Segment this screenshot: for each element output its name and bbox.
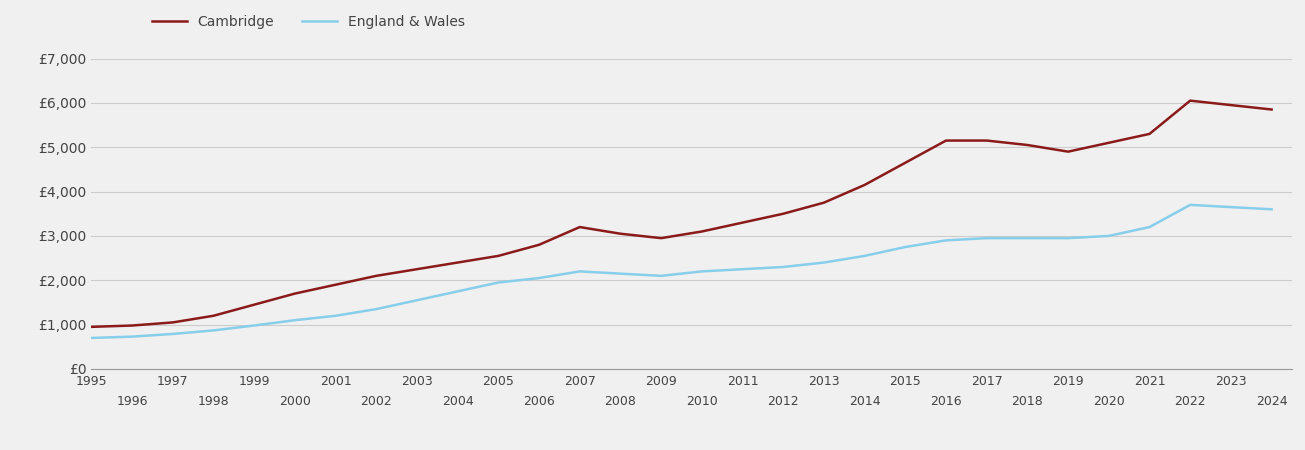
- England & Wales: [1019, 235, 1035, 241]
- Cambridge: [247, 302, 262, 307]
- England & Wales: [572, 269, 587, 274]
- Cambridge: [206, 313, 222, 319]
- England & Wales: [287, 318, 303, 323]
- Cambridge: [328, 282, 343, 288]
- England & Wales: [450, 289, 466, 294]
- Cambridge: [694, 229, 710, 234]
- England & Wales: [1263, 207, 1279, 212]
- Cambridge: [1182, 98, 1198, 104]
- Cambridge: [857, 182, 873, 188]
- Line: Cambridge: Cambridge: [91, 101, 1271, 327]
- Text: 2010: 2010: [686, 396, 718, 409]
- Text: 1996: 1996: [116, 396, 147, 409]
- Cambridge: [572, 225, 587, 230]
- England & Wales: [735, 266, 750, 272]
- Cambridge: [531, 242, 547, 248]
- Legend: Cambridge, England & Wales: Cambridge, England & Wales: [146, 9, 471, 35]
- Cambridge: [1263, 107, 1279, 112]
- England & Wales: [898, 244, 913, 250]
- England & Wales: [206, 328, 222, 333]
- Text: 2002: 2002: [360, 396, 391, 409]
- England & Wales: [1223, 204, 1238, 210]
- Cambridge: [1101, 140, 1117, 145]
- England & Wales: [816, 260, 831, 265]
- England & Wales: [368, 306, 384, 312]
- Text: 2016: 2016: [930, 396, 962, 409]
- England & Wales: [1101, 233, 1117, 238]
- Text: 2006: 2006: [523, 396, 555, 409]
- England & Wales: [164, 331, 180, 337]
- England & Wales: [1142, 225, 1158, 230]
- Cambridge: [287, 291, 303, 296]
- England & Wales: [247, 323, 262, 328]
- Cambridge: [898, 160, 913, 166]
- England & Wales: [531, 275, 547, 281]
- England & Wales: [124, 334, 140, 339]
- Cambridge: [84, 324, 99, 329]
- Cambridge: [450, 260, 466, 265]
- Text: 1998: 1998: [197, 396, 230, 409]
- Cambridge: [368, 273, 384, 279]
- England & Wales: [857, 253, 873, 259]
- Text: 2020: 2020: [1092, 396, 1125, 409]
- Cambridge: [775, 211, 791, 216]
- England & Wales: [775, 264, 791, 270]
- Cambridge: [1142, 131, 1158, 137]
- England & Wales: [654, 273, 669, 279]
- England & Wales: [328, 313, 343, 319]
- Cambridge: [816, 200, 831, 205]
- England & Wales: [979, 235, 994, 241]
- Text: 2004: 2004: [442, 396, 474, 409]
- Cambridge: [938, 138, 954, 143]
- Cambridge: [979, 138, 994, 143]
- Cambridge: [408, 266, 424, 272]
- Text: 2000: 2000: [279, 396, 311, 409]
- Text: 2008: 2008: [604, 396, 637, 409]
- Cambridge: [491, 253, 506, 259]
- Cambridge: [735, 220, 750, 225]
- Text: 2014: 2014: [848, 396, 881, 409]
- Cambridge: [124, 323, 140, 328]
- England & Wales: [612, 271, 628, 276]
- Cambridge: [1060, 149, 1075, 154]
- England & Wales: [1060, 235, 1075, 241]
- Text: 2018: 2018: [1011, 396, 1043, 409]
- Text: 2022: 2022: [1174, 396, 1206, 409]
- England & Wales: [1182, 202, 1198, 207]
- Cambridge: [1223, 102, 1238, 108]
- Cambridge: [654, 235, 669, 241]
- Cambridge: [164, 320, 180, 325]
- Cambridge: [612, 231, 628, 236]
- Cambridge: [1019, 142, 1035, 148]
- England & Wales: [491, 280, 506, 285]
- England & Wales: [694, 269, 710, 274]
- England & Wales: [408, 297, 424, 303]
- England & Wales: [84, 335, 99, 341]
- England & Wales: [938, 238, 954, 243]
- Text: 2012: 2012: [767, 396, 799, 409]
- Text: 2024: 2024: [1255, 396, 1288, 409]
- Line: England & Wales: England & Wales: [91, 205, 1271, 338]
